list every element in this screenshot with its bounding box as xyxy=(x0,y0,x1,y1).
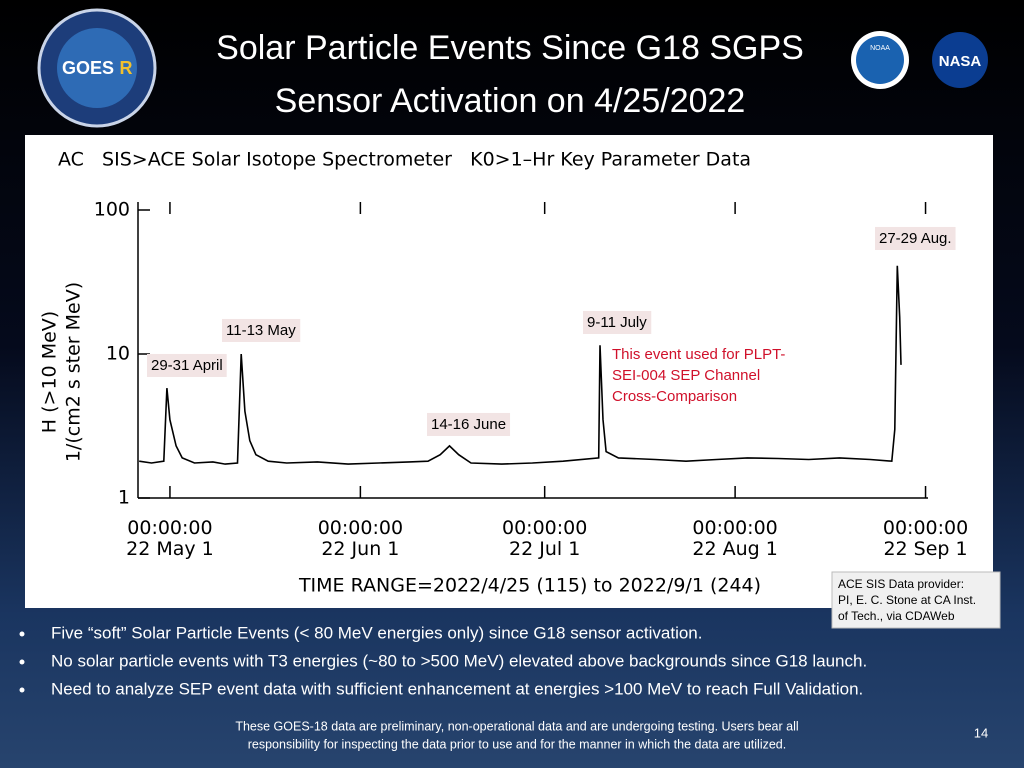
page-number: 14 xyxy=(974,725,988,740)
x-tick-label: 00:00:00 22 May 1 xyxy=(126,517,214,560)
bullet-dot xyxy=(19,659,25,665)
y-tick-label: 10 xyxy=(106,343,130,365)
y-tick-label: 100 xyxy=(94,199,130,221)
x-tick-label: 00:00:00 22 Sep 1 xyxy=(883,517,968,560)
x-tick-label: 00:00:00 22 Aug 1 xyxy=(692,517,777,560)
annotation-box xyxy=(583,310,652,334)
logo-text: NASA xyxy=(939,53,982,70)
credit: ACE SIS Data provider: xyxy=(838,577,964,591)
y-axis-label: 1/(cm2 s ster MeV) xyxy=(63,282,85,462)
annotation-box xyxy=(222,318,301,342)
logo-text: NOAA xyxy=(870,45,890,52)
annotation-box xyxy=(427,412,511,436)
annotation: 11-13 May xyxy=(226,322,296,339)
nasa-logo: NASA xyxy=(932,32,988,88)
chart-title: AC SIS>ACE Solar Isotope Spectrometer K0… xyxy=(58,149,751,171)
y-tick-label: 1 xyxy=(118,487,130,509)
goes-logo: GOES R xyxy=(37,8,157,128)
annotation: 27-29 Aug. xyxy=(879,230,952,247)
y-axis-label: H (>10 MeV) xyxy=(39,311,61,433)
slide-title: Solar Particle Events Since G18 SGPS xyxy=(216,29,804,67)
annotation: 29-31 April xyxy=(151,357,223,374)
annotation: 9-11 July xyxy=(587,314,647,331)
bullet: Need to analyze SEP event data with suff… xyxy=(51,679,863,698)
footer: These GOES-18 data are preliminary, non-… xyxy=(235,719,798,733)
bullet: No solar particle events with T3 energie… xyxy=(51,651,867,670)
credit: of Tech., via CDAWeb xyxy=(838,609,955,623)
x-tick-label: 00:00:00 22 Jul 1 xyxy=(502,517,587,560)
bullet: Five “soft” Solar Particle Events (< 80 … xyxy=(51,623,702,642)
bullet-dot xyxy=(19,631,25,637)
credit-box xyxy=(831,571,1001,629)
data-line xyxy=(139,265,902,465)
credit: PI, E. C. Stone at CA Inst. xyxy=(838,593,976,607)
logo-text: GOES xyxy=(62,58,114,78)
noaa-logo: NOAA xyxy=(851,31,909,89)
annotation: 14-16 June xyxy=(431,416,506,433)
x-axis-label: TIME RANGE=2022/4/25 (115) to 2022/9/1 (… xyxy=(298,575,761,597)
logo-text: R xyxy=(120,58,133,78)
x-tick-label: 00:00:00 22 Jun 1 xyxy=(318,517,403,560)
annotation-box xyxy=(875,226,956,250)
annotation-box xyxy=(147,353,227,377)
slide-title: Sensor Activation on 4/25/2022 xyxy=(275,82,746,120)
annotation-note: This event used for PLPT-SEI-004 SEP Cha… xyxy=(612,346,785,405)
bullet-dot xyxy=(19,687,25,693)
footer: responsibility for inspecting the data p… xyxy=(248,737,787,751)
